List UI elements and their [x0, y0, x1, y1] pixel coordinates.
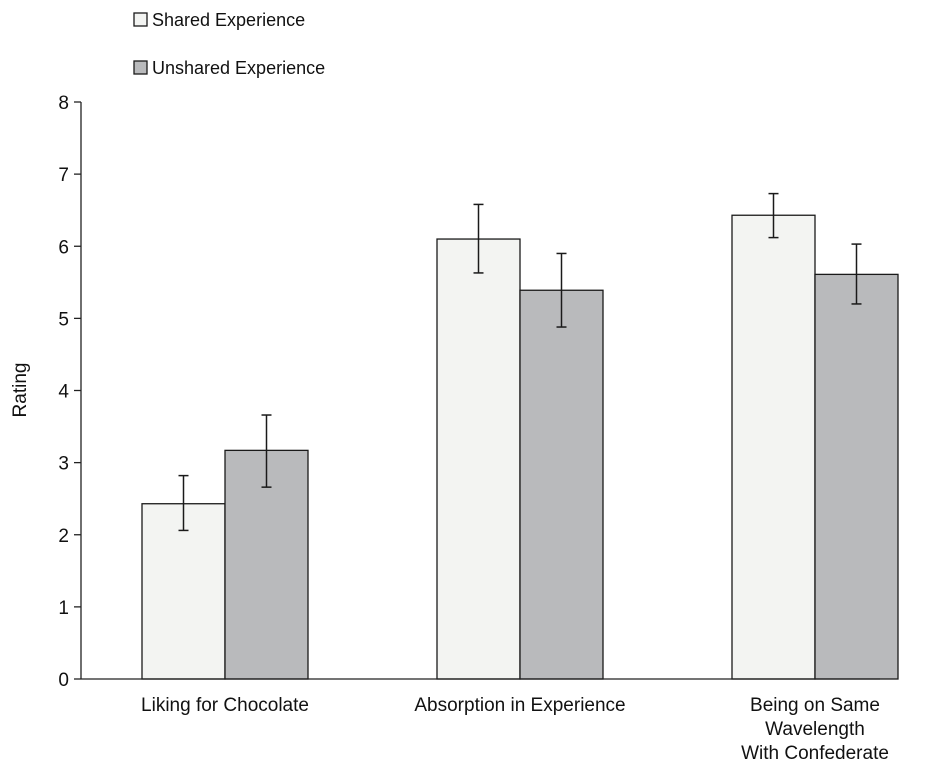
- bar: [519, 289, 604, 680]
- y-axis-title: Rating: [10, 363, 31, 418]
- x-axis: Liking for Chocolate Absorption in Experi…: [81, 678, 889, 764]
- y-tick-label: 3: [58, 454, 69, 475]
- y-axis: 0 1 2 3 4 5 6 7 8: [58, 93, 82, 691]
- y-tick-label: 2: [58, 526, 69, 547]
- bar: [731, 214, 816, 680]
- error-bar: [261, 414, 272, 488]
- error-bar: [178, 474, 189, 532]
- x-category-label: Absorption in Experience: [414, 695, 625, 716]
- y-tick-label: 5: [58, 309, 69, 330]
- y-tick-label: 6: [58, 237, 69, 258]
- x-category-label: Liking for Chocolate: [141, 695, 309, 716]
- error-bar: [556, 252, 567, 328]
- x-category-label: Being on Same Wavelength With Confederate: [741, 695, 889, 764]
- legend-label: Unshared Experience: [152, 58, 325, 78]
- y-tick-label: 0: [58, 670, 69, 691]
- y-tick-label: 8: [58, 93, 69, 114]
- error-bars: [178, 192, 862, 532]
- legend: Shared Experience Unshared Experience: [133, 10, 325, 78]
- error-bar: [851, 243, 862, 305]
- legend-swatch: [133, 12, 148, 27]
- bar: [436, 238, 521, 680]
- y-tick-label: 1: [58, 598, 69, 619]
- legend-item: Shared Experience: [133, 10, 305, 30]
- legend-item: Unshared Experience: [133, 58, 325, 78]
- y-tick-label: 4: [58, 382, 69, 403]
- legend-swatch: [133, 60, 148, 75]
- bar: [224, 449, 309, 680]
- legend-label: Shared Experience: [152, 10, 305, 30]
- error-bar: [473, 203, 484, 274]
- bar: [814, 273, 899, 680]
- error-bar: [768, 192, 779, 239]
- bars: [141, 214, 899, 680]
- y-tick-label: 7: [58, 165, 69, 186]
